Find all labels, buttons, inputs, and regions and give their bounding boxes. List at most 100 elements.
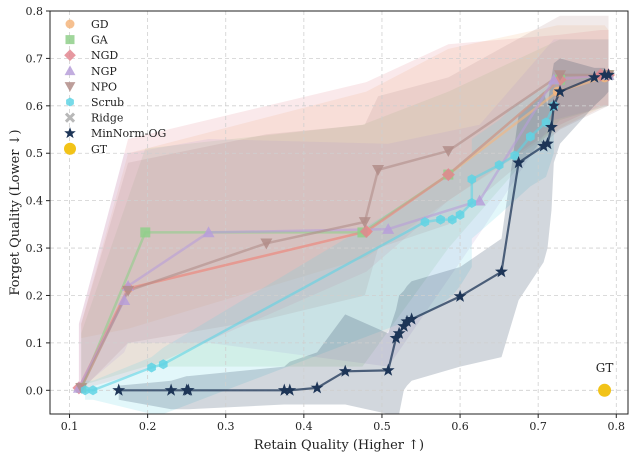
scrub-point	[510, 150, 520, 161]
legend-minnorm-og-marker	[64, 127, 76, 139]
gt-annotation: GT	[596, 361, 614, 375]
legend-gd-marker	[65, 19, 75, 29]
minnorm-og-point	[381, 363, 395, 376]
ga-point	[140, 227, 151, 238]
confidence-bands	[78, 15, 609, 415]
npo-point	[260, 238, 273, 250]
y-tick-label: 0.3	[26, 242, 44, 255]
legend-ga-marker	[65, 35, 75, 45]
npo-point	[122, 285, 135, 297]
minnorm-og-point	[181, 383, 195, 396]
npo-point	[372, 165, 385, 176]
minnorm-og-point	[512, 156, 526, 169]
minnorm-og-point	[400, 314, 414, 327]
minnorm-og-point	[453, 289, 467, 302]
minnorm-og-band	[118, 58, 609, 415]
y-axis-label: Forget Quality (Lower ↓)	[8, 129, 23, 295]
legend: GD GA NGD NGP NPO Scrub Ridge MinNorm-OG GT	[64, 18, 166, 156]
x-tick-label: 0.3	[217, 420, 235, 433]
plot-frame	[49, 10, 629, 415]
legend-ridge-marker	[64, 112, 76, 123]
minnorm-og-point	[310, 381, 324, 394]
legend-ga-label: GA	[91, 34, 109, 47]
scrub-point	[420, 217, 430, 227]
scrub-point	[158, 359, 168, 370]
minnorm-og-point	[164, 383, 178, 396]
minnorm-og-point	[495, 265, 508, 278]
npo-line	[80, 73, 609, 389]
y-tick-label: 0.4	[26, 195, 44, 208]
legend-scrub-marker	[66, 97, 74, 107]
x-tick-label: 0.1	[61, 420, 79, 433]
legend-minnorm-og-label: MinNorm-OG	[91, 127, 166, 140]
legend-ngp-marker	[64, 65, 76, 76]
minnorm-og-point	[338, 364, 352, 377]
ngp-point	[547, 73, 560, 85]
minnorm-og-point	[547, 99, 561, 112]
npo-point	[442, 146, 455, 157]
x-tick-label: 0.4	[295, 420, 313, 433]
scrub-point	[147, 362, 156, 373]
minnorm-og-point	[112, 383, 126, 396]
legend-gt-marker	[64, 142, 76, 155]
legend-scrub-label: Scrub	[91, 96, 124, 109]
scrub-point	[447, 214, 457, 225]
ngd-point	[359, 224, 373, 238]
scrub-point	[494, 160, 504, 171]
series-markers	[72, 68, 615, 397]
scrub-point	[88, 385, 98, 396]
minnorm-og-point	[545, 120, 558, 133]
y-tick-label: 0.1	[26, 337, 44, 350]
scrub-point	[467, 198, 477, 208]
y-tick-label: 0.8	[26, 5, 44, 18]
scrub-point	[455, 209, 465, 220]
ngd-point	[441, 168, 455, 182]
axis-ticks: 0.1 0.2 0.3 0.4 0.5 0.6 0.7 0.8 0.0 0.1 0.2 0.3 0.4 0…	[26, 5, 626, 433]
x-axis-label: Retain Quality (Higher ↑)	[254, 438, 424, 453]
ngp-point	[202, 226, 215, 238]
x-tick-label: 0.8	[608, 420, 626, 433]
minnorm-og-point	[277, 383, 291, 396]
legend-ngp-label: NGP	[91, 65, 117, 78]
minnorm-og-point	[602, 68, 615, 81]
legend-npo-label: NPO	[91, 80, 117, 93]
legend-ridge-label: Ridge	[91, 112, 123, 125]
scrub-point	[541, 117, 551, 128]
x-tick-label: 0.2	[139, 420, 157, 433]
x-tick-label: 0.6	[451, 420, 469, 433]
minnorm-og-point	[392, 326, 406, 339]
gt-point	[598, 383, 612, 397]
x-tick-label: 0.5	[373, 420, 391, 433]
minnorm-og-point	[405, 312, 419, 325]
legend-gt-label: GT	[91, 143, 108, 156]
legend-ngd-marker	[64, 49, 76, 62]
ga-band	[81, 39, 609, 386]
y-tick-label: 0.5	[26, 147, 44, 160]
npo-band	[81, 15, 609, 391]
ngp-point	[118, 294, 131, 306]
legend-ngd-label: NGD	[91, 49, 118, 62]
minnorm-og-point	[537, 139, 551, 152]
scrub-point	[526, 131, 535, 142]
minnorm-og-point	[553, 84, 567, 98]
scrub-band	[85, 77, 554, 415]
scrub-point	[80, 385, 90, 396]
y-tick-label: 0.2	[26, 289, 44, 302]
npo-point	[554, 70, 567, 82]
minnorm-og-point	[588, 70, 601, 83]
minnorm-og-point	[283, 383, 297, 396]
scrub-point	[436, 214, 445, 225]
legend-npo-marker	[64, 82, 76, 92]
ngp-point	[382, 223, 395, 234]
legend-gd-label: GD	[91, 18, 109, 31]
y-tick-label: 0.6	[26, 100, 44, 113]
minnorm-og-point	[541, 137, 554, 150]
ngp-point	[473, 194, 486, 206]
npo-point	[358, 217, 371, 228]
y-tick-label: 0.0	[26, 384, 44, 397]
ngp-band	[78, 39, 609, 391]
gd-band	[81, 25, 609, 339]
ngd-band	[78, 30, 609, 391]
x-tick-label: 0.7	[529, 420, 547, 433]
